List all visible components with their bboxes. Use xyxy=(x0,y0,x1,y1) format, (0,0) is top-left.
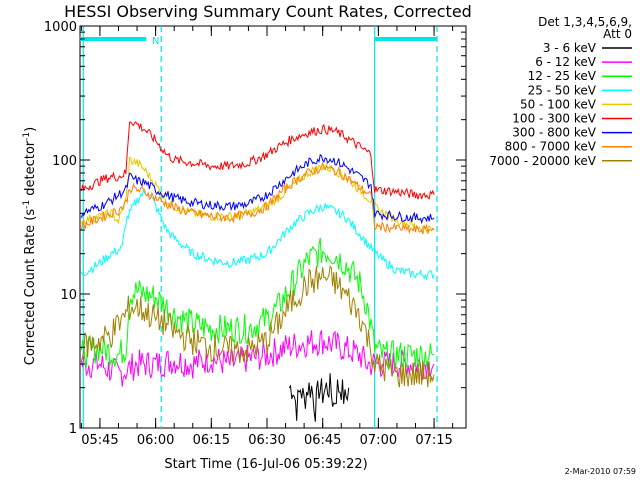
x-axis-label: Start Time (16-Jul-06 05:39:22) xyxy=(164,457,367,472)
x-tick-label: 06:45 xyxy=(304,433,341,448)
footer-date: 2-Mar-2010 07:59 xyxy=(565,467,636,476)
legend-label: 25 - 50 keV xyxy=(528,83,597,97)
x-tick-label: 06:30 xyxy=(248,433,285,448)
series-line xyxy=(80,153,435,225)
y-axis-label: Corrected Count Rate (s-1 detector-1) xyxy=(22,127,38,365)
series-line xyxy=(80,189,435,281)
y-axis-label-sup2: -1 xyxy=(22,132,32,141)
legend-label: 7000 - 20000 keV xyxy=(489,154,596,168)
y-axis-label-sup1: -1 xyxy=(22,200,32,209)
y-axis-label-main: Corrected Count Rate (s xyxy=(23,209,38,366)
legend-label: 800 - 7000 keV xyxy=(505,140,597,154)
legend-label: 6 - 12 keV xyxy=(535,55,597,69)
y-tick-label: 1000 xyxy=(44,20,77,35)
y-axis-label-mid: detector xyxy=(23,140,38,200)
legend-label: 3 - 6 keV xyxy=(543,41,597,55)
y-axis-label-end: ) xyxy=(23,127,38,132)
legend-label: 12 - 25 keV xyxy=(528,69,597,83)
series-line xyxy=(80,265,435,388)
series-line xyxy=(80,237,435,370)
series-line xyxy=(80,156,435,235)
plot-frame xyxy=(79,25,467,429)
y-tick-label: 10 xyxy=(60,288,77,303)
plot-border xyxy=(79,25,467,429)
x-tick-label: 05:45 xyxy=(81,433,118,448)
series-line xyxy=(288,373,350,422)
legend-label: 100 - 300 keV xyxy=(512,112,596,126)
series-layer xyxy=(80,121,435,422)
y-tick-label: 100 xyxy=(52,154,77,169)
y-axis: 1 10 100 1000 xyxy=(44,20,466,437)
legend-label: 300 - 800 keV xyxy=(512,126,596,140)
x-tick-label: 06:15 xyxy=(193,433,230,448)
legend-title-line1: Det 1,3,4,5,6,9, xyxy=(538,15,632,29)
chart-title: HESSI Observing Summary Count Rates, Cor… xyxy=(64,2,472,21)
y-tick-label: 1 xyxy=(69,422,77,437)
x-tick-label: 07:00 xyxy=(360,433,397,448)
annotation-n: N xyxy=(152,36,159,47)
x-tick-label: 06:00 xyxy=(137,433,174,448)
legend-title-line2: Att 0 xyxy=(603,27,632,41)
series-line xyxy=(80,121,435,200)
series-line xyxy=(80,161,435,235)
x-tick-label: 07:15 xyxy=(415,433,452,448)
legend-label: 50 - 100 keV xyxy=(520,97,597,111)
x-axis: 05:45 06:00 06:15 06:30 06:45 07:00 07:15 xyxy=(80,26,454,448)
